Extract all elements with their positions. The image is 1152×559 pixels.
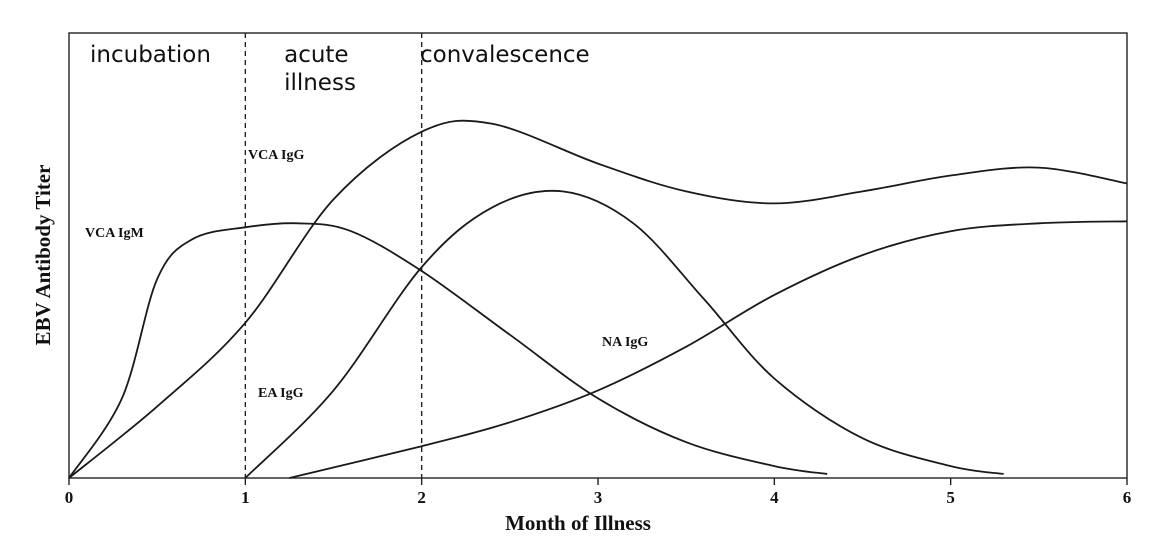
phase-label-acute-illness: acute illness [284,42,356,96]
y-axis-title: EBV Antibody Titer [31,165,55,346]
x-tick-label-0: 0 [65,488,74,507]
series-line-ea-igg [244,189,1004,479]
x-tick-label-2: 2 [417,488,426,507]
phase-label-acute-line1: acute [284,42,349,68]
phase-label-incubation: incubation [90,42,211,68]
x-tick-label-6: 6 [1123,488,1132,507]
series-line-vca-igg [68,119,1128,479]
x-tick-label-5: 5 [946,488,955,507]
phase-label-acute-line2: illness [284,70,356,96]
x-tick-label-1: 1 [241,488,250,507]
x-axis-title: Month of Illness [505,511,651,535]
plot-frame [68,32,1128,479]
series-label-ea-igg: EA IgG [258,386,304,401]
x-tick-label-4: 4 [770,488,779,507]
x-tick-label-3: 3 [594,488,603,507]
series-label-vca-igg: VCA IgG [248,148,305,163]
series-label-na-igg: NA IgG [602,335,648,350]
series-label-vca-igm: VCA IgM [85,226,144,241]
series-line-vca-igm [68,222,828,479]
series-line-na-igg [289,220,1128,479]
phase-label-convalescence: convalescence [420,42,590,68]
